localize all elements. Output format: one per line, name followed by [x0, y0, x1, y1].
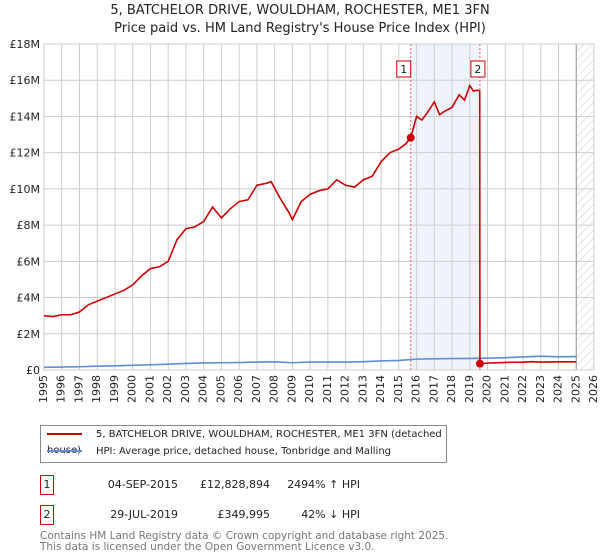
footer: Contains HM Land Registry data © Crown c… [40, 531, 448, 553]
y-tick-label: £8M [17, 219, 41, 232]
x-tick-label: 2022 [516, 375, 529, 403]
marker-box [396, 60, 412, 78]
highlight-period [410, 44, 480, 370]
y-tick-label: £2M [17, 328, 41, 341]
chart-title: 5, BATCHELOR DRIVE, WOULDHAM, ROCHESTER,… [0, 2, 600, 38]
x-tick-label: 2008 [268, 375, 281, 403]
x-tick-label: 2015 [392, 375, 405, 403]
x-tick-label: 2018 [445, 375, 458, 403]
legend-item-hpi: HPI: Average price, detached house, Tonb… [47, 444, 391, 460]
x-tick-label: 2019 [463, 375, 476, 403]
marker-label-box: 1 [396, 60, 412, 78]
x-tick-label: 1999 [108, 375, 121, 403]
transaction-number: 2 [40, 505, 54, 525]
y-tick-label: £0 [26, 364, 40, 377]
property-price-line [43, 83, 577, 365]
x-tick-label: 2017 [427, 375, 440, 403]
x-tick-label: 2007 [250, 375, 263, 403]
y-tick-label: £18M [10, 38, 41, 51]
x-tick-label: 1996 [55, 375, 68, 403]
price-chart: 1995 1996 1997 1998 1999 2000 2001 2002 2003 2004… [10, 38, 600, 403]
x-tick-label: 2025 [569, 375, 582, 403]
hpi-line [43, 355, 577, 369]
x-tick-label: 2003 [179, 375, 192, 403]
footer-licence: This data is licensed under the Open Gov… [40, 541, 375, 553]
future-hatch [576, 44, 594, 370]
x-tick-label: 2026 [587, 375, 600, 403]
transaction-row: 1 04-SEP-2015 £12,828,894 2494% ↑ HPI [40, 475, 600, 495]
x-tick-label: 2011 [321, 375, 334, 403]
transaction-date: 04-SEP-2015 [107, 478, 178, 491]
y-tick-label: £10M [10, 183, 41, 196]
legend-item-property: 5, BATCHELOR DRIVE, WOULDHAM, ROCHESTER,… [47, 427, 446, 456]
x-tick-label: 2013 [356, 375, 369, 403]
y-tick-label: £14M [10, 110, 41, 123]
y-tick-label: £4M [17, 292, 41, 305]
x-tick-label: 2009 [285, 375, 298, 403]
transaction-price: £12,828,894 [200, 478, 270, 491]
transaction-price: £349,995 [217, 508, 271, 521]
marker-label: 2 [474, 63, 481, 76]
y-tick-label: £6M [17, 255, 41, 268]
x-tick-label: 2001 [143, 375, 156, 403]
footer-copyright: Contains HM Land Registry data © Crown c… [40, 530, 449, 542]
x-tick-label: 2024 [552, 375, 565, 403]
sale-point [475, 359, 484, 368]
transaction-hpi: 42% ↓ HPI [301, 508, 360, 521]
transaction-hpi: 2494% ↑ HPI [287, 478, 360, 491]
y-tick-label: £12M [10, 147, 41, 160]
transaction-date: 29-JUL-2019 [110, 508, 178, 521]
sale-point [406, 133, 415, 142]
x-tick-label: 1998 [90, 375, 103, 403]
x-tick-label: 2002 [161, 375, 174, 403]
transaction-row: 2 29-JUL-2019 £349,995 42% ↓ HPI [40, 505, 600, 525]
x-tick-label: 2016 [410, 375, 423, 403]
title-line-2: Price paid vs. HM Land Registry's House … [114, 21, 486, 36]
legend-label: HPI: Average price, detached house, Tonb… [96, 446, 392, 457]
x-tick-label: 2000 [126, 375, 139, 403]
x-tick-label: 2012 [339, 375, 352, 403]
x-tick-label: 1995 [37, 375, 50, 403]
x-tick-label: 2004 [197, 375, 210, 403]
x-tick-label: 2020 [481, 375, 494, 403]
marker-label-box: 2 [470, 60, 486, 78]
x-tick-label: 2014 [374, 375, 387, 403]
legend-swatch-red [47, 433, 82, 435]
x-tick-label: 2023 [534, 375, 547, 403]
x-tick-label: 2005 [214, 375, 227, 403]
x-tick-label: 2021 [498, 375, 511, 403]
legend-swatch-blue [47, 450, 82, 452]
transaction-number: 1 [40, 475, 54, 495]
title-line-1: 5, BATCHELOR DRIVE, WOULDHAM, ROCHESTER,… [110, 3, 490, 18]
legend: 5, BATCHELOR DRIVE, WOULDHAM, ROCHESTER,… [40, 425, 447, 463]
x-tick-label: 1997 [72, 375, 85, 403]
marker-label: 1 [400, 63, 407, 76]
y-tick-label: £16M [10, 74, 41, 87]
x-tick-label: 2010 [303, 375, 316, 403]
marker-box [470, 60, 486, 78]
plot-frame [43, 43, 595, 371]
x-tick-label: 2006 [232, 375, 245, 403]
